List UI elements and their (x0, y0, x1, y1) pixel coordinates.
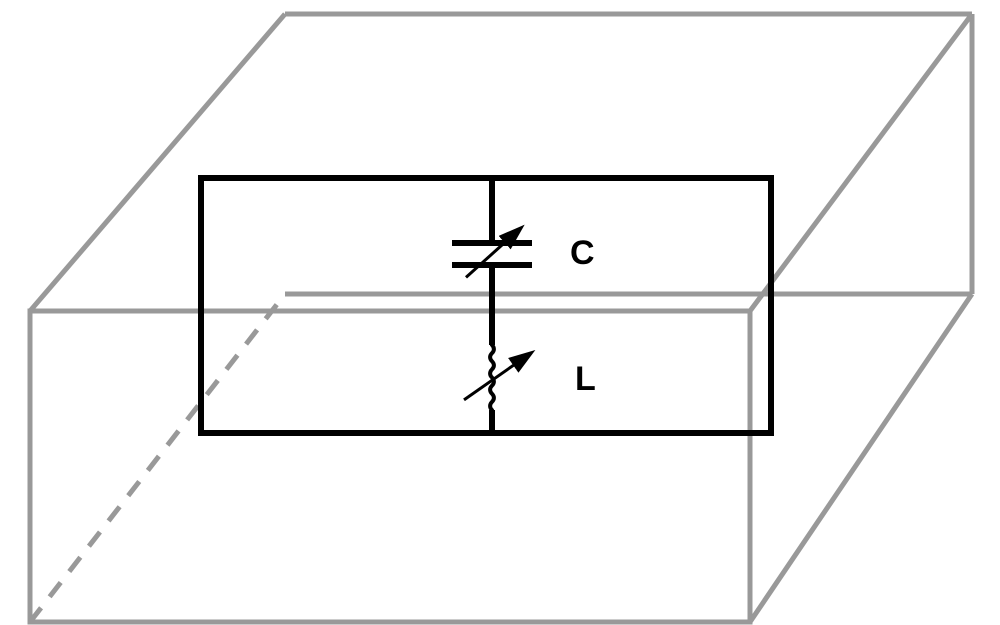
box-3d (30, 14, 972, 622)
diagram-canvas: C L (0, 0, 1000, 625)
lc-circuit (201, 178, 771, 433)
capacitor-label: C (570, 234, 595, 272)
inductor-label: L (575, 360, 596, 398)
circuit-loop (201, 178, 771, 433)
inductor-coil (490, 345, 494, 410)
inductor-variable-arrow-icon (464, 355, 528, 400)
